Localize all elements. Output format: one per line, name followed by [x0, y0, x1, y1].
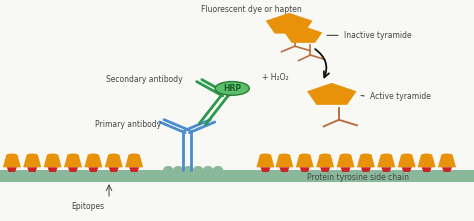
- Polygon shape: [442, 167, 452, 172]
- Ellipse shape: [340, 154, 351, 157]
- Polygon shape: [296, 155, 314, 167]
- Ellipse shape: [108, 154, 119, 157]
- Ellipse shape: [319, 154, 331, 157]
- Polygon shape: [3, 155, 21, 167]
- Polygon shape: [44, 155, 62, 167]
- Text: Secondary antibody: Secondary antibody: [106, 75, 183, 84]
- Ellipse shape: [67, 154, 79, 157]
- Polygon shape: [418, 155, 436, 167]
- Polygon shape: [27, 167, 37, 172]
- Ellipse shape: [173, 166, 183, 174]
- Ellipse shape: [441, 154, 453, 157]
- Ellipse shape: [215, 82, 249, 95]
- Ellipse shape: [213, 166, 223, 174]
- Text: Epitopes: Epitopes: [71, 202, 104, 211]
- Polygon shape: [307, 83, 356, 105]
- Polygon shape: [401, 167, 412, 172]
- Polygon shape: [279, 167, 290, 172]
- Ellipse shape: [260, 154, 271, 157]
- Polygon shape: [316, 155, 334, 167]
- Polygon shape: [340, 167, 351, 172]
- Ellipse shape: [401, 154, 412, 157]
- Polygon shape: [361, 167, 371, 172]
- Ellipse shape: [163, 166, 173, 174]
- Bar: [0, 170, 474, 182]
- Polygon shape: [398, 155, 416, 167]
- Polygon shape: [256, 155, 274, 167]
- Polygon shape: [105, 155, 123, 167]
- Polygon shape: [64, 155, 82, 167]
- Ellipse shape: [47, 154, 58, 157]
- Ellipse shape: [381, 154, 392, 157]
- Text: Inactive tyramide: Inactive tyramide: [327, 31, 411, 40]
- Text: Primary antibody: Primary antibody: [95, 120, 161, 129]
- Text: Active tyramide: Active tyramide: [361, 92, 430, 101]
- Text: Fluorescent dye or hapten: Fluorescent dye or hapten: [201, 6, 301, 14]
- Polygon shape: [284, 26, 322, 43]
- Ellipse shape: [299, 154, 310, 157]
- Polygon shape: [266, 13, 312, 34]
- Polygon shape: [438, 155, 456, 167]
- Text: HRP: HRP: [223, 84, 241, 93]
- Polygon shape: [320, 167, 330, 172]
- Polygon shape: [109, 167, 119, 172]
- Polygon shape: [68, 167, 78, 172]
- Polygon shape: [7, 167, 17, 172]
- Polygon shape: [421, 167, 432, 172]
- Polygon shape: [300, 167, 310, 172]
- Polygon shape: [260, 167, 271, 172]
- Ellipse shape: [6, 154, 18, 157]
- Ellipse shape: [279, 154, 290, 157]
- Polygon shape: [88, 167, 99, 172]
- Polygon shape: [125, 155, 143, 167]
- Ellipse shape: [183, 166, 193, 174]
- Ellipse shape: [421, 154, 432, 157]
- Ellipse shape: [193, 166, 203, 174]
- Polygon shape: [84, 155, 102, 167]
- Polygon shape: [129, 167, 139, 172]
- Text: Protein tyrosine side chain: Protein tyrosine side chain: [307, 173, 409, 182]
- Polygon shape: [381, 167, 392, 172]
- Text: + H₂O₂: + H₂O₂: [262, 73, 288, 82]
- Ellipse shape: [203, 166, 213, 174]
- Polygon shape: [377, 155, 395, 167]
- Ellipse shape: [360, 154, 372, 157]
- Polygon shape: [337, 155, 355, 167]
- Polygon shape: [47, 167, 58, 172]
- Ellipse shape: [128, 154, 140, 157]
- Polygon shape: [357, 155, 375, 167]
- Polygon shape: [275, 155, 293, 167]
- Polygon shape: [23, 155, 41, 167]
- Ellipse shape: [27, 154, 38, 157]
- Ellipse shape: [88, 154, 99, 157]
